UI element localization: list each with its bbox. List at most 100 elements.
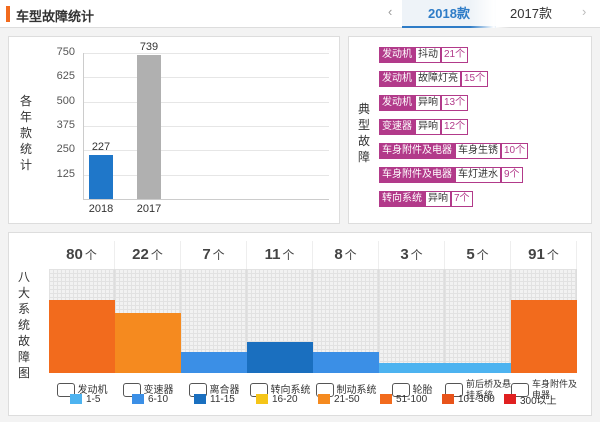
legend-item: 1-5 xyxy=(70,392,132,406)
legend-swatch xyxy=(442,394,454,404)
y-axis-line xyxy=(83,53,84,199)
system-level-plot xyxy=(379,269,445,373)
fault-system: 发动机 xyxy=(379,71,415,87)
fault-count: 10个 xyxy=(501,143,529,159)
system-level-fill xyxy=(49,300,115,373)
legend-swatch xyxy=(194,394,206,404)
system-column[interactable]: 22 个 xyxy=(115,241,181,373)
fault-tag[interactable]: 发动机 故障灯亮 15个 xyxy=(379,71,489,87)
legend-label: 101-300 xyxy=(458,393,495,405)
fault-tag[interactable]: 车身附件及电器 车灯进水 9个 xyxy=(379,167,523,183)
system-count: 22 个 xyxy=(115,241,181,269)
fault-count: 9个 xyxy=(501,167,523,183)
system-level-plot xyxy=(49,269,115,373)
legend-label: 6-10 xyxy=(148,393,169,405)
legend-label: 300以上 xyxy=(520,395,557,407)
tab-fade xyxy=(470,0,510,28)
fault-issue: 异响 xyxy=(415,119,441,135)
y-tick-label: 500 xyxy=(56,94,75,107)
yearly-stats-panel: 各年款统计 125 250 375 500 625 750 227 2018 739 2017 xyxy=(8,36,340,224)
y-tick-label: 125 xyxy=(56,167,75,180)
fault-tag[interactable]: 变速器 异响 12个 xyxy=(379,119,469,135)
x-tick-label: 2018 xyxy=(88,203,114,215)
grid-line xyxy=(83,77,329,79)
grid-line xyxy=(83,174,329,176)
system-level-plot xyxy=(511,269,577,373)
fault-issue: 抖动 xyxy=(415,47,441,63)
header-bar: 车型故障统计 ‹ 2018款 2017款 › xyxy=(0,0,600,28)
grid-line xyxy=(83,53,329,54)
suspension-icon xyxy=(445,383,463,397)
fault-count: 12个 xyxy=(441,119,469,135)
y-tick-label: 750 xyxy=(56,46,75,58)
legend-swatch xyxy=(256,394,268,404)
legend-swatch xyxy=(70,394,82,404)
x-tick-label: 2017 xyxy=(136,203,162,215)
y-tick-label: 625 xyxy=(56,70,75,83)
system-level-fill xyxy=(181,352,247,373)
legend-swatch xyxy=(504,394,516,404)
eight-systems-panel: 八大系统故障图 80 个发动机 22 个变速器 7 个离合器 11 个转向系统 8 个制动系统 3 个… xyxy=(8,232,592,416)
fault-tag[interactable]: 发动机 抖动 21个 xyxy=(379,47,469,63)
fault-system: 车身附件及电器 xyxy=(379,167,455,183)
bar-2018[interactable] xyxy=(89,154,113,199)
system-level-fill xyxy=(115,312,181,373)
system-name: 变速器 xyxy=(115,375,181,405)
bar-2017[interactable] xyxy=(137,55,161,199)
system-name-label: 转向系统 xyxy=(270,384,311,396)
system-name-label: 轮胎 xyxy=(412,384,433,396)
legend-item: 16-20 xyxy=(256,392,318,406)
tab-2017[interactable]: 2017款 xyxy=(510,6,552,21)
typical-faults-label: 典型故障 xyxy=(357,102,370,164)
fault-count: 21个 xyxy=(441,47,469,63)
fault-system: 发动机 xyxy=(379,95,415,111)
system-name-label: 发动机 xyxy=(77,384,108,396)
system-level-fill xyxy=(247,341,313,373)
system-name: 发动机 xyxy=(49,375,115,405)
bar-value-label: 739 xyxy=(139,41,159,54)
system-column[interactable]: 80 个 xyxy=(49,241,115,373)
fault-issue: 车身生锈 xyxy=(455,143,501,159)
bar-value-label: 227 xyxy=(91,140,111,153)
legend-item: 51-100 xyxy=(380,392,442,406)
tire-icon xyxy=(391,383,410,397)
system-name: 前后桥及悬挂系统 xyxy=(445,375,511,405)
system-count: 91 个 xyxy=(511,241,577,269)
legend-item: 300以上 xyxy=(504,392,566,407)
chevron-right-icon[interactable]: › xyxy=(582,4,587,19)
legend-label: 21-50 xyxy=(334,393,360,405)
system-name-label: 车身附件及电器 xyxy=(532,379,578,400)
legend-label: 11-15 xyxy=(210,393,235,405)
system-column[interactable]: 11 个 xyxy=(247,241,313,373)
legend-label: 1-5 xyxy=(86,393,101,405)
system-level-fill xyxy=(379,362,445,373)
fault-system: 变速器 xyxy=(379,119,415,135)
y-tick-label: 250 xyxy=(56,143,75,156)
legend: 1-5 6-10 11-15 16-20 21-50 51-100 101-300 300以上 xyxy=(70,392,590,407)
fault-issue: 异响 xyxy=(415,95,441,111)
fault-tag[interactable]: 发动机 异响 13个 xyxy=(379,95,469,111)
chevron-left-icon[interactable]: ‹ xyxy=(388,4,393,19)
system-level-plot xyxy=(115,269,181,373)
system-count: 11 个 xyxy=(247,241,313,269)
system-name-label: 离合器 xyxy=(209,384,240,396)
fault-tag[interactable]: 转向系统 异响 7个 xyxy=(379,191,473,207)
legend-item: 101-300 xyxy=(442,392,504,406)
fault-tag[interactable]: 车身附件及电器 车身生锈 10个 xyxy=(379,143,529,159)
grid-line xyxy=(83,126,329,127)
system-column[interactable]: 91 个 xyxy=(511,241,577,373)
fault-count: 13个 xyxy=(441,95,469,111)
system-name: 车身附件及电器 xyxy=(511,375,577,405)
system-level-fill xyxy=(511,300,577,373)
title-accent xyxy=(6,6,10,22)
y-tick-label: 375 xyxy=(56,119,75,131)
page-title: 车型故障统计 xyxy=(16,9,95,24)
legend-swatch xyxy=(132,394,144,404)
